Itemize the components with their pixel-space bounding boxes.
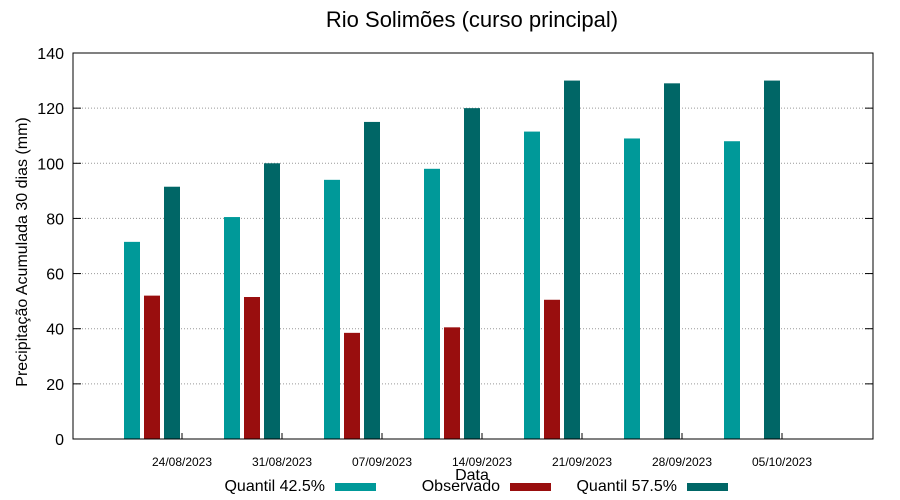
- bar-quantil-42-5: [724, 141, 740, 439]
- bar-quantil-57-5: [664, 83, 680, 439]
- plot-frame: [72, 52, 874, 440]
- y-axis-label: Precipitação Acumulada 30 dias (mm): [14, 117, 31, 386]
- y-tick-label: 0: [55, 432, 64, 449]
- y-tick-label: 140: [37, 46, 64, 63]
- x-axis-label: Data: [455, 467, 489, 484]
- bar-quantil-42-5: [324, 179, 340, 440]
- x-tick-label: 31/08/2023: [252, 455, 312, 469]
- legend-swatch: [510, 483, 551, 491]
- legend-label: Quantil 57.5%: [576, 478, 677, 495]
- y-tick-label: 20: [46, 377, 64, 394]
- bar-quantil-57-5: [264, 163, 280, 440]
- y-tick-label: 100: [37, 156, 64, 173]
- bar-observado: [344, 332, 360, 439]
- bar-quantil-57-5: [364, 121, 380, 439]
- y-axis-ticks: 0 20 40 60 80 100 120 140: [37, 46, 873, 449]
- bar-quantil-42-5: [124, 241, 140, 439]
- bar-observado: [544, 299, 560, 439]
- x-tick-label: 07/09/2023: [352, 455, 412, 469]
- bar-quantil-57-5: [764, 80, 780, 440]
- bar-quantil-42-5: [424, 168, 440, 440]
- x-axis-ticks: 24/08/2023 31/08/2023 07/09/2023 14/09/2023…: [152, 433, 812, 469]
- bar-quantil-42-5: [524, 131, 540, 440]
- chart-title: Rio Solimões (curso principal): [326, 7, 618, 32]
- x-tick-label: 05/10/2023: [752, 455, 812, 469]
- bar-quantil-57-5: [464, 108, 480, 440]
- bar-quantil-42-5: [624, 138, 640, 439]
- bars: [124, 80, 780, 440]
- y-tick-label: 60: [46, 267, 64, 284]
- y-tick-label: 120: [37, 101, 64, 118]
- bar-quantil-57-5: [564, 80, 580, 440]
- bar-quantil-57-5: [164, 186, 180, 439]
- legend: Quantil 42.5% Observado Quantil 57.5%: [224, 478, 728, 495]
- x-tick-label: 14/09/2023: [452, 455, 512, 469]
- legend-label: Quantil 42.5%: [224, 478, 325, 495]
- bar-quantil-42-5: [224, 217, 240, 439]
- bar-observado: [144, 295, 160, 439]
- legend-label: Observado: [422, 478, 500, 495]
- x-tick-label: 21/09/2023: [552, 455, 612, 469]
- y-tick-label: 40: [46, 322, 64, 339]
- x-tick-label: 28/09/2023: [652, 455, 712, 469]
- y-tick-label: 80: [46, 211, 64, 228]
- x-tick-label: 24/08/2023: [152, 455, 212, 469]
- bar-observado: [444, 327, 460, 439]
- legend-swatch: [687, 483, 728, 491]
- bar-observado: [244, 297, 260, 439]
- legend-swatch: [335, 483, 376, 491]
